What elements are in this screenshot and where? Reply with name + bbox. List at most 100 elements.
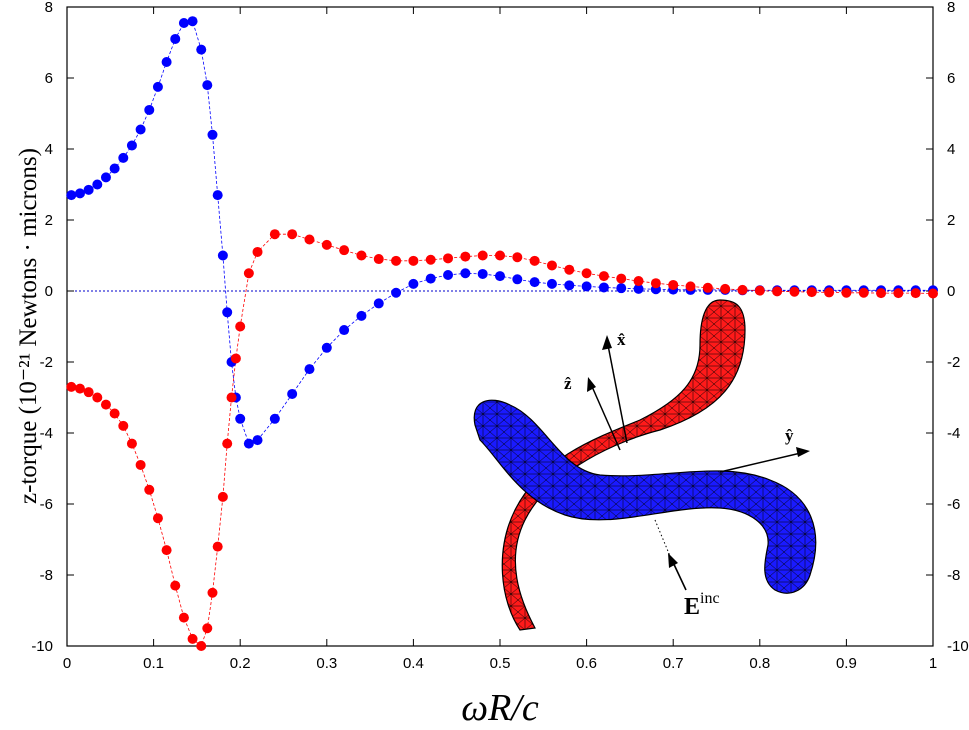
series-0-point (287, 388, 298, 399)
series-1-point (66, 381, 77, 392)
series-1-point (685, 281, 696, 292)
y-tick-label-left: -2 (40, 354, 53, 371)
series-1-point (841, 287, 852, 298)
series-1-point (598, 271, 609, 282)
series-1-point (287, 229, 298, 240)
series-1-point (92, 392, 103, 403)
series-1-point (170, 580, 181, 591)
y-hat-arrowhead (796, 447, 810, 457)
x-tick-label: 0.9 (836, 655, 857, 672)
z-hat-label: ẑ (564, 374, 572, 393)
z-hat-arrowhead (587, 377, 596, 392)
series-1-point (495, 250, 505, 261)
series-1-point (876, 288, 887, 299)
x-tick-label: 0.5 (490, 655, 511, 672)
series-1-point (702, 282, 713, 293)
y-hat-arrow (719, 451, 806, 473)
series-0-point (321, 342, 332, 353)
series-1-point (74, 383, 85, 394)
series-0-point (109, 163, 120, 174)
series-1-point (222, 438, 233, 449)
series-1-point (161, 545, 172, 556)
series-0-point (135, 124, 146, 135)
inset-geometry: x̂ ẑ ŷ Einc (473, 299, 817, 631)
series-1-point (893, 288, 904, 299)
series-1-point (83, 387, 94, 398)
series-0-point (196, 44, 207, 55)
series-0-point (100, 172, 111, 183)
series-1-point (720, 283, 731, 294)
blue-tube (473, 399, 817, 594)
series-0-point (304, 364, 315, 375)
series-0-point (217, 250, 228, 261)
series-1-point (135, 459, 146, 470)
y-tick-label-left: 8 (45, 0, 53, 16)
y-tick-label-right: 6 (947, 70, 955, 87)
x-tick-label: 0.2 (230, 655, 251, 672)
series-1-point (212, 541, 223, 552)
series-1-point (391, 255, 402, 266)
y-tick-label-left: 6 (45, 70, 53, 87)
y-hat-label: ŷ (785, 426, 794, 445)
series-1-point (373, 254, 384, 265)
series-0-point (391, 287, 402, 298)
series-0-point (512, 274, 523, 285)
data-points (66, 16, 938, 651)
series-1-point (858, 287, 869, 298)
series-1-point (633, 276, 644, 287)
series-1-point (806, 287, 817, 298)
series-1-point (512, 252, 523, 263)
series-0-point (477, 268, 488, 279)
x-hat-arrowhead (602, 335, 612, 350)
series-1-point (217, 491, 228, 502)
x-tick-label: 1 (929, 655, 937, 672)
y-tick-label-right: 4 (947, 141, 955, 158)
series-line-1 (71, 233, 934, 647)
series-1-point (581, 268, 592, 279)
series-0-point (443, 270, 454, 281)
y-tick-label-right: 8 (947, 0, 955, 16)
series-1-point (408, 255, 419, 266)
y-axis-title: z-torque (10⁻²¹ Newtons · microns) (15, 148, 42, 504)
series-1-point (207, 587, 218, 598)
series-1-point (616, 273, 627, 284)
series-1-point (789, 286, 800, 297)
series-0-point (212, 190, 223, 201)
y-tick-label-right: 0 (947, 283, 955, 300)
series-1-point (230, 353, 241, 364)
series-1-point (529, 255, 540, 266)
series-0-point (408, 278, 419, 289)
series-1-point (425, 254, 436, 265)
e-inc-superscript: inc (700, 590, 720, 607)
series-0-point (187, 16, 198, 27)
e-inc-dotted-line (654, 519, 676, 569)
series-1-point (235, 321, 246, 332)
series-1-point (144, 484, 155, 495)
series-0-point (118, 152, 129, 163)
series-1-point (118, 420, 129, 431)
series-0-point (616, 283, 627, 294)
y-tick-label-left: -4 (40, 425, 53, 442)
y-tick-label-left: -6 (40, 496, 53, 513)
series-0-point (170, 33, 181, 44)
series-0-point (161, 57, 172, 68)
y-tick-label-right: -2 (947, 354, 960, 371)
x-tick-label: 0.8 (749, 655, 770, 672)
series-0-point (373, 298, 384, 309)
series-1-point (668, 279, 679, 290)
series-0-point (178, 17, 189, 28)
series-1-point (339, 245, 350, 256)
series-1-point (100, 399, 111, 410)
series-0-point (235, 413, 246, 424)
series-0-point (495, 271, 505, 282)
series-1-point (269, 229, 280, 240)
series-0-point (222, 307, 233, 318)
x-tick-label: 0.6 (576, 655, 597, 672)
series-1-point (196, 641, 207, 651)
e-inc-arrowhead (668, 553, 678, 568)
y-tick-label-right: 2 (947, 212, 955, 229)
series-0-point (144, 104, 155, 115)
series-0-point (460, 268, 471, 279)
x-tick-label: 0.4 (403, 655, 424, 672)
